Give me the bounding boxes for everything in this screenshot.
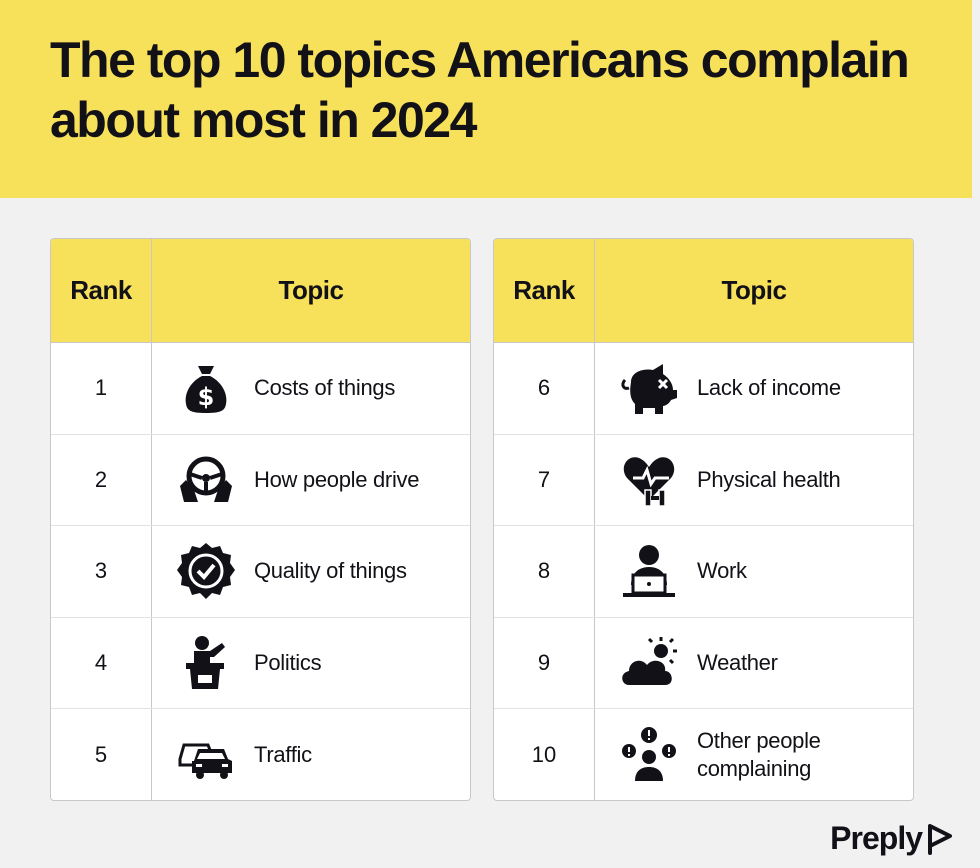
topic-column-header: Topic xyxy=(278,275,344,305)
podium-speaker-icon xyxy=(174,631,238,695)
topic-label: Physical health xyxy=(697,466,841,492)
ranking-table-left: Rank Topic 1 $ Costs of things 2 xyxy=(50,238,471,801)
topic-cell: Weather xyxy=(595,618,913,709)
title-banner: The top 10 topics Americans complain abo… xyxy=(0,0,972,198)
topic-label: How people drive xyxy=(254,466,420,492)
preply-logo-mark-icon xyxy=(928,823,952,855)
rank-cell: 6 xyxy=(494,343,595,434)
piggy-bank-icon xyxy=(617,356,681,420)
rank-cell: 1 xyxy=(51,343,152,434)
topic-cell: Other people complaining xyxy=(595,709,913,800)
topic-label: Lack of income xyxy=(697,375,841,401)
rank-cell: 2 xyxy=(51,434,152,526)
heart-dumbbell-icon xyxy=(617,448,681,512)
rank-cell: 5 xyxy=(51,709,152,800)
topic-label: Quality of things xyxy=(254,558,407,584)
table-row: 10 Other people complaining xyxy=(494,709,913,800)
svg-text:$: $ xyxy=(198,383,215,411)
table-row: 8 Work xyxy=(494,526,913,618)
table-row: 1 $ Costs of things xyxy=(51,343,470,435)
table-header: Rank Topic xyxy=(51,239,470,343)
topic-cell: Physical health xyxy=(595,435,913,526)
rank-cell: 3 xyxy=(51,526,152,617)
topic-label: Costs of things xyxy=(254,375,396,401)
topic-label: Work xyxy=(697,558,747,584)
topic-cell: Work xyxy=(595,526,913,617)
table-row: 2 How people drive xyxy=(51,434,470,527)
people-complaining-icon xyxy=(617,723,681,787)
page-title: The top 10 topics Americans complain abo… xyxy=(50,32,910,148)
brand-name: Preply xyxy=(830,820,923,856)
topic-label: Politics xyxy=(254,650,322,676)
topic-cell: Lack of income xyxy=(595,343,913,434)
table-row: 6 Lack of income xyxy=(494,343,913,435)
topic-cell: $ Costs of things xyxy=(152,343,470,434)
topic-cell: Politics xyxy=(152,618,470,709)
topic-cell: Quality of things xyxy=(152,526,470,617)
steering-wheel-icon xyxy=(174,448,238,512)
table-row: 7 Physical health xyxy=(494,434,913,527)
money-bag-icon: $ xyxy=(174,356,238,420)
rank-cell: 10 xyxy=(494,709,595,800)
rank-cell: 9 xyxy=(494,617,595,709)
table-row: 5 Traffic xyxy=(51,709,470,800)
topic-label: Other people complaining xyxy=(697,728,821,782)
ranking-table-right: Rank Topic 6 Lack of income 7 xyxy=(493,238,914,801)
rank-cell: 4 xyxy=(51,617,152,709)
preply-logo: Preply xyxy=(830,820,956,857)
cars-icon xyxy=(174,723,238,787)
table-row: 9 Weather xyxy=(494,617,913,710)
topic-cell: How people drive xyxy=(152,435,470,526)
rank-cell: 7 xyxy=(494,434,595,526)
topic-cell: Traffic xyxy=(152,709,470,800)
table-header: Rank Topic xyxy=(494,239,913,343)
table-row: 4 Politics xyxy=(51,617,470,710)
topic-label: Weather xyxy=(697,650,778,676)
topic-label: Traffic xyxy=(254,742,312,768)
rank-column-header: Rank xyxy=(494,239,595,342)
topic-column-header: Topic xyxy=(721,275,787,305)
table-row: 3 Quality of things xyxy=(51,526,470,618)
cloud-sun-icon xyxy=(617,631,681,695)
quality-badge-icon xyxy=(174,539,238,603)
person-laptop-icon xyxy=(617,539,681,603)
rank-cell: 8 xyxy=(494,526,595,617)
rank-column-header: Rank xyxy=(51,239,152,342)
